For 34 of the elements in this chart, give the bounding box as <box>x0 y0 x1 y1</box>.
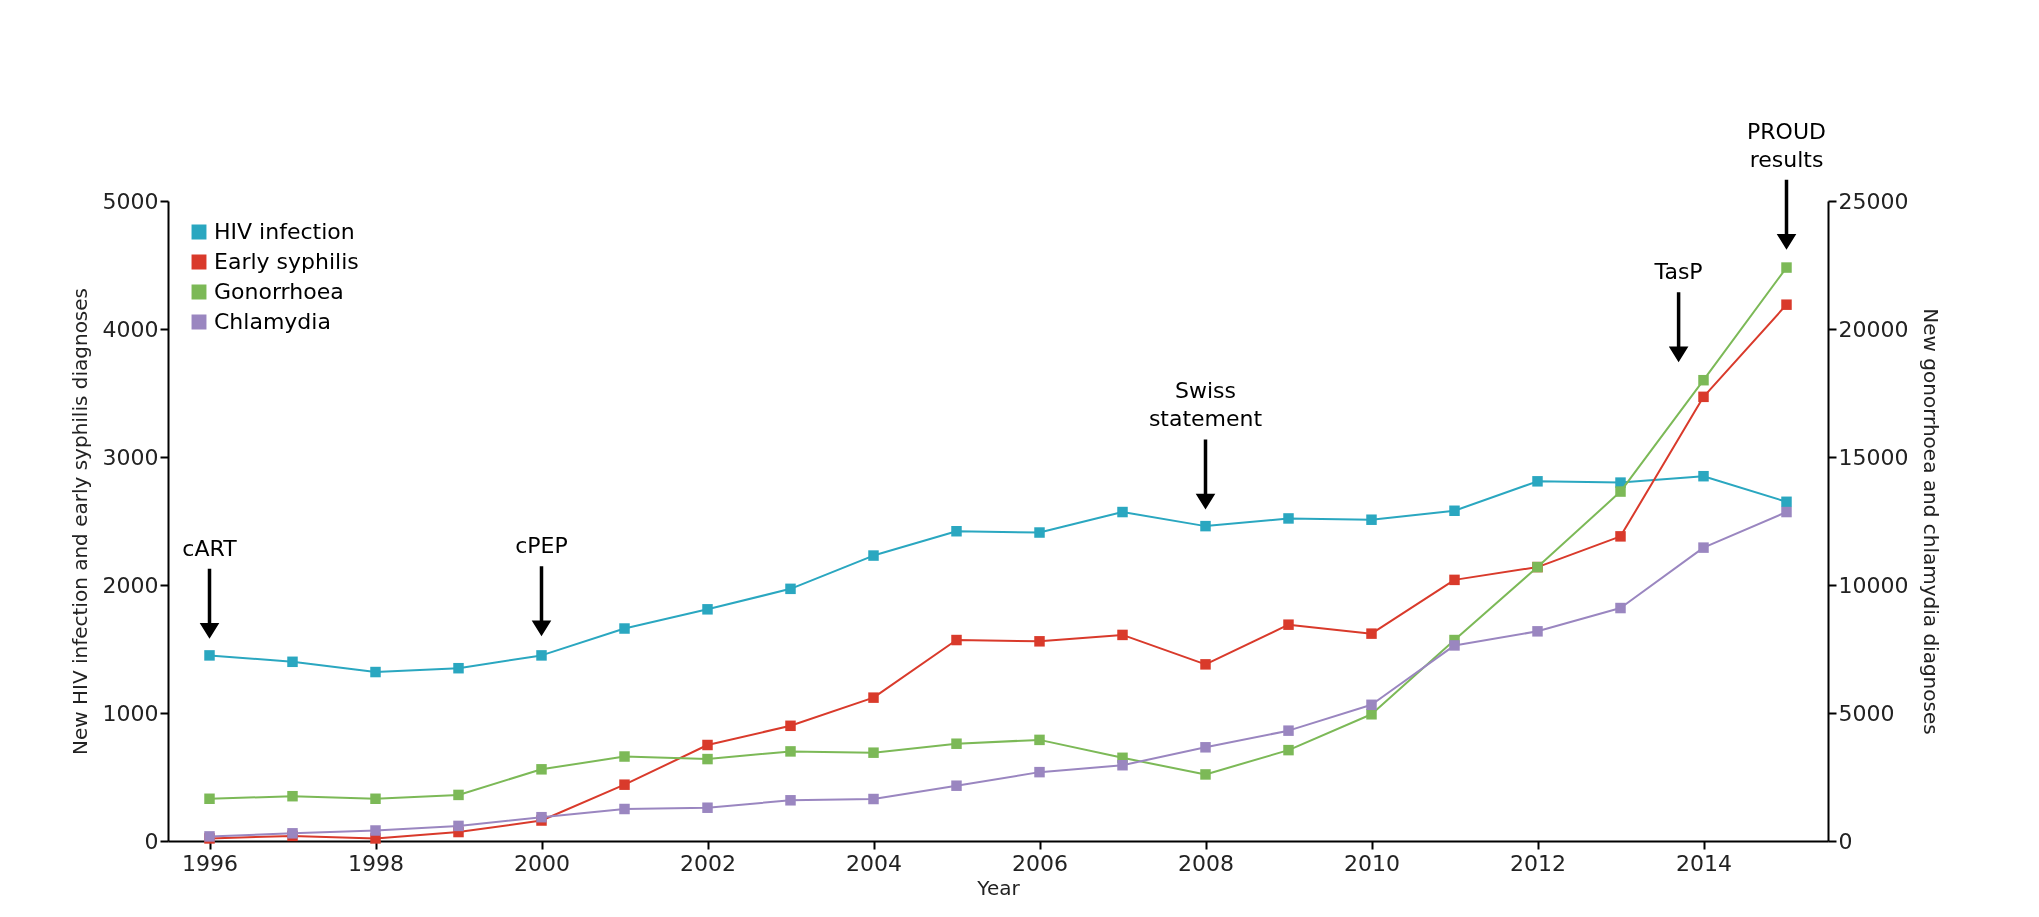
y-tick-label: 0 <box>144 828 159 854</box>
x-tick-label: 2006 <box>1012 850 1068 876</box>
y-tick-label: 3000 <box>102 444 159 470</box>
x-tick-label: 2000 <box>514 850 570 876</box>
annotation: TasP <box>1653 259 1703 285</box>
y2-axis-title: New gonorrhoea and chlamydia diagnoses <box>1919 308 1944 735</box>
x-tick-label: 2004 <box>846 850 902 876</box>
y-tick-label: 5000 <box>102 188 159 214</box>
annotation: cART <box>182 535 238 561</box>
x-tick-label: 2014 <box>1676 850 1732 876</box>
text: PROUD results <box>1747 118 1826 172</box>
y2-tick-label: 20000 <box>1838 316 1909 342</box>
y-tick-label: 4000 <box>102 316 159 342</box>
x-tick-label: 2010 <box>1344 850 1400 876</box>
x-axis-title: Year <box>976 875 1021 900</box>
legend-label: Chlamydia <box>214 309 331 334</box>
y2-tick-label: 0 <box>1838 828 1853 854</box>
annotation: Swiss statement <box>1148 378 1263 432</box>
annotation: cPEP <box>515 533 568 559</box>
y2-tick-label: 10000 <box>1838 572 1909 598</box>
legend-label: Gonorrhoea <box>214 279 344 304</box>
x-tick-label: 2012 <box>1510 850 1566 876</box>
x-tick-label: 1998 <box>348 850 404 876</box>
y-tick-label: 2000 <box>102 572 159 598</box>
x-tick-label: 2002 <box>680 850 736 876</box>
y-tick-label: 1000 <box>102 700 159 726</box>
y2-tick-label: 25000 <box>1838 188 1909 214</box>
legend-label: Early syphilis <box>214 249 359 274</box>
legend-label: HIV infection <box>214 219 355 244</box>
x-tick-label: 1996 <box>182 850 238 876</box>
y-axis-title: New HIV infection and early syphilis diagnoses <box>67 287 92 756</box>
y2-tick-label: 15000 <box>1838 444 1909 470</box>
x-tick-label: 2008 <box>1178 850 1234 876</box>
y2-tick-label: 5000 <box>1838 700 1895 726</box>
